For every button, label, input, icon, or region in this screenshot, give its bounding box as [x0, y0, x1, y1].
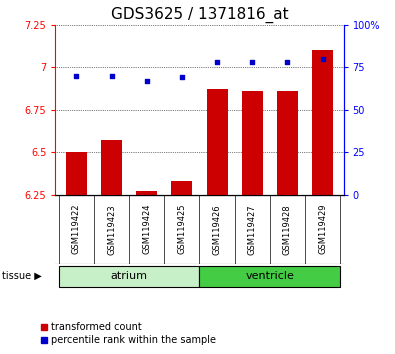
Bar: [242, 91, 263, 195]
Text: GSM119428: GSM119428: [283, 204, 292, 255]
Text: GSM119425: GSM119425: [177, 204, 186, 255]
Bar: [199, 266, 340, 287]
Bar: [171, 181, 192, 195]
Text: GSM119422: GSM119422: [72, 204, 81, 255]
Point: [284, 59, 291, 65]
Bar: [312, 50, 333, 195]
Point: [214, 59, 220, 65]
Text: GSM119429: GSM119429: [318, 204, 327, 255]
Bar: [66, 152, 87, 195]
Point: [320, 56, 326, 62]
Point: [179, 75, 185, 80]
Point: [108, 73, 115, 79]
Legend: transformed count, percentile rank within the sample: transformed count, percentile rank withi…: [36, 319, 220, 349]
Text: tissue ▶: tissue ▶: [2, 271, 42, 281]
Bar: [136, 191, 157, 195]
Text: GSM119426: GSM119426: [213, 204, 222, 255]
Text: ventricle: ventricle: [245, 271, 294, 281]
Point: [73, 73, 79, 79]
Text: GSM119424: GSM119424: [142, 204, 151, 255]
Point: [249, 59, 256, 65]
Title: GDS3625 / 1371816_at: GDS3625 / 1371816_at: [111, 7, 288, 23]
Text: GSM119423: GSM119423: [107, 204, 116, 255]
Bar: [101, 140, 122, 195]
Point: [143, 78, 150, 84]
Bar: [277, 91, 298, 195]
Text: atrium: atrium: [111, 271, 148, 281]
Bar: [59, 266, 199, 287]
Text: GSM119427: GSM119427: [248, 204, 257, 255]
Bar: [207, 89, 228, 195]
